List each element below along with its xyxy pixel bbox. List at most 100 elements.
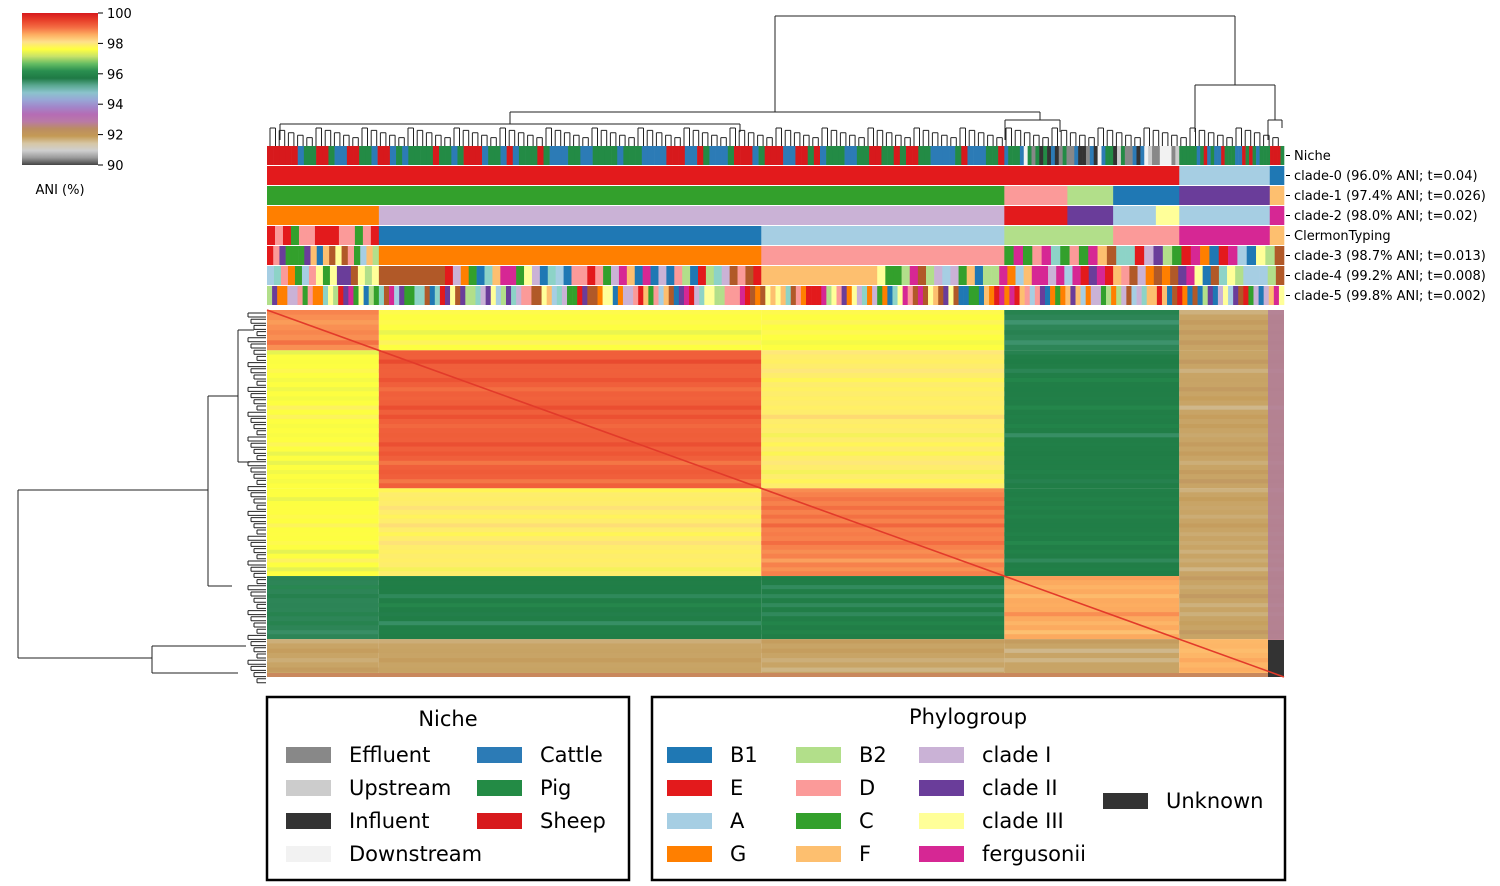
- heatmap-texture: [378, 442, 762, 447]
- annotation-cell: [811, 286, 817, 305]
- heatmap-texture: [761, 497, 1005, 502]
- annotation-cell: [1269, 166, 1285, 185]
- annotation-cell: [1050, 146, 1056, 165]
- annotation-cell: [1067, 206, 1114, 225]
- annotation-cell: [574, 146, 581, 165]
- annotation-cell: [875, 146, 882, 165]
- heatmap-texture: [1179, 423, 1284, 429]
- dendrogram-link: [977, 132, 985, 146]
- annotation-cell: [1082, 146, 1087, 165]
- annotation-cell: [1088, 266, 1098, 285]
- annotation-cell: [1251, 266, 1260, 285]
- annotation-cell: [1041, 246, 1052, 265]
- heatmap-texture: [761, 540, 1005, 545]
- legend-label: Influent: [349, 809, 430, 833]
- annotation-cell: [450, 286, 456, 305]
- heatmap-texture: [1004, 405, 1180, 410]
- annotation-cell: [1146, 286, 1153, 305]
- annotation-cell: [1237, 246, 1248, 265]
- annotation-cell: [1179, 186, 1271, 205]
- dendrogram-link: [256, 479, 266, 485]
- dendrogram-link: [996, 137, 1003, 146]
- heatmap-texture: [761, 667, 1005, 672]
- dendrogram-link: [774, 15, 1236, 112]
- annotation-cell: [1012, 146, 1017, 165]
- annotation-cell: [329, 246, 336, 265]
- annotation-cell: [734, 286, 741, 305]
- annotation-cell: [1156, 286, 1163, 305]
- annotation-cell: [807, 146, 815, 165]
- heatmap-texture: [761, 658, 1005, 663]
- annotation-cell: [1027, 146, 1032, 165]
- heatmap-texture: [267, 497, 379, 502]
- annotation-cell: [1015, 146, 1021, 165]
- annotation-cell: [333, 286, 339, 305]
- annotation-cell: [414, 286, 420, 305]
- dendrogram-link: [812, 137, 819, 146]
- annotation-cell: [750, 286, 756, 305]
- annotation-cell: [346, 226, 356, 245]
- heatmap-texture: [267, 567, 379, 572]
- annotation-cell: [714, 286, 720, 305]
- annotation-cell: [924, 146, 931, 165]
- annotation-cell: [1242, 146, 1246, 165]
- dendrogram-link: [527, 134, 534, 146]
- colorbar: 100 98 96 94 92 90 ANI (%): [22, 7, 132, 198]
- annotation-cell: [539, 266, 549, 285]
- dendrogram-link: [858, 137, 865, 146]
- dendrogram-link: [247, 312, 266, 318]
- annotation-cell: [936, 146, 944, 165]
- annotation-cell: [1031, 146, 1036, 165]
- dendrogram-link: [247, 386, 266, 392]
- annotation-cell: [1238, 146, 1243, 165]
- heatmap-texture: [267, 359, 379, 364]
- legend-swatch: [796, 747, 841, 763]
- colorbar-tick-label: 94: [107, 98, 124, 113]
- annotation-cell: [790, 286, 797, 305]
- heatmap-texture: [267, 350, 379, 355]
- annotation-row-label: clade-5 (99.8% ANI; t=0.002): [1294, 289, 1486, 304]
- annotation-cell: [899, 146, 907, 165]
- heatmap-texture: [1179, 621, 1284, 626]
- heatmap-texture: [1004, 320, 1180, 325]
- annotation-cell: [432, 146, 440, 165]
- annotation-cell: [273, 246, 280, 265]
- heatmap-texture: [761, 310, 1005, 315]
- heatmap-texture: [378, 497, 762, 502]
- annotation-cell: [516, 286, 522, 305]
- annotation-cell: [488, 146, 495, 165]
- annotation-cell: [764, 146, 772, 165]
- dendrogram-link: [247, 461, 266, 467]
- annotation-cell: [444, 286, 451, 305]
- dendrogram-link: [757, 134, 764, 146]
- heatmap-texture: [1004, 423, 1180, 429]
- annotation-cell: [371, 266, 380, 285]
- annotation-cell: [877, 266, 886, 285]
- annotation-cell: [881, 146, 888, 165]
- annotation-cell: [463, 146, 471, 165]
- annotation-cell: [1233, 286, 1239, 305]
- annotation-cell: [363, 286, 369, 305]
- annotation-cell: [555, 266, 564, 285]
- annotation-cell: [322, 146, 329, 165]
- annotation-cell: [1009, 286, 1015, 305]
- annotation-cell: [1190, 246, 1201, 265]
- annotation-cell: [719, 286, 725, 305]
- annotation-cell: [906, 146, 913, 165]
- annotation-cell: [1210, 266, 1220, 285]
- annotation-cell: [505, 286, 512, 305]
- heatmap-texture: [378, 603, 762, 608]
- dendrogram-link: [315, 127, 322, 146]
- annotation-cell: [973, 146, 981, 165]
- heatmap-block: [1179, 350, 1284, 489]
- heatmap-texture: [378, 594, 762, 599]
- heatmap-texture: [761, 377, 1005, 383]
- annotation-cell: [1179, 166, 1271, 185]
- annotation-cell: [444, 266, 454, 285]
- legend-swatch: [919, 846, 964, 862]
- annotation-cell: [775, 286, 781, 305]
- annotation-cell: [1162, 246, 1173, 265]
- heatmap-texture: [378, 423, 762, 429]
- annotation-cell: [856, 146, 864, 165]
- heatmap-texture: [267, 658, 379, 663]
